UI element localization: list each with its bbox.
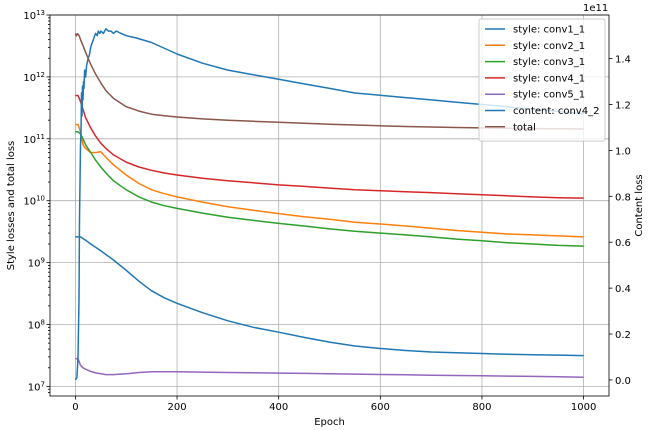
series-layer <box>74 28 584 381</box>
y-left-tick-label: 1010 <box>23 195 45 208</box>
series-line-style-conv1-1 <box>75 236 584 357</box>
y-right-tick-label: 0.6 <box>615 238 631 249</box>
y-left-tick-label: 1012 <box>23 71 45 84</box>
y-right-tick-label: 1.4 <box>615 55 631 66</box>
legend-label: style: conv2_1 <box>513 41 585 52</box>
series-line-style-conv5-1 <box>75 357 584 378</box>
legend-label: content: conv4_2 <box>513 106 599 117</box>
y-left-tick-label: 1011 <box>23 133 45 146</box>
plot-frame <box>49 14 610 397</box>
series-line-style-conv4-1 <box>75 94 584 199</box>
y-right-tick-label: 0.8 <box>615 192 631 203</box>
y-axis-left-label: Style losses and total loss <box>6 141 17 271</box>
x-tick-label: 0 <box>72 402 78 413</box>
y-left-tick-label: 107 <box>28 380 45 393</box>
x-axis-label: Epoch <box>314 417 345 428</box>
series-line-total <box>74 32 584 130</box>
legend-label: style: conv3_1 <box>513 57 585 68</box>
ticks-layer: 0 200 400 600 800 1000 107 108 109 1010 1011 1012 10… <box>23 9 631 413</box>
legend-label: style: conv4_1 <box>513 73 585 84</box>
y-right-tick-label: 1.2 <box>615 101 631 112</box>
series-line-style-conv3-1 <box>75 131 584 247</box>
y-axis-right-label: Content loss <box>634 174 645 236</box>
legend: style: conv1_1 style: conv2_1 style: conv3… <box>478 18 606 142</box>
y-right-tick-label: 0.4 <box>615 284 631 295</box>
x-tick-label: 400 <box>269 402 288 413</box>
legend-label: style: conv5_1 <box>513 90 585 101</box>
right-axis-multiplier: 1e11 <box>583 3 608 14</box>
series-line-content-conv4-2 <box>74 28 584 381</box>
y-right-tick-label: 0.0 <box>615 376 631 387</box>
y-left-tick-label: 109 <box>28 257 45 270</box>
legend-frame <box>478 18 606 142</box>
y-left-tick-label: 1013 <box>23 9 45 22</box>
y-right-tick-label: 0.2 <box>615 330 631 341</box>
x-tick-label: 200 <box>167 402 186 413</box>
x-tick-label: 600 <box>371 402 390 413</box>
y-right-tick-label: 1.0 <box>615 146 631 157</box>
legend-label: style: conv1_1 <box>513 25 585 36</box>
x-tick-label: 1000 <box>571 402 596 413</box>
legend-label: total <box>513 122 536 133</box>
x-tick-label: 800 <box>472 402 491 413</box>
y-left-tick-label: 108 <box>28 319 45 332</box>
